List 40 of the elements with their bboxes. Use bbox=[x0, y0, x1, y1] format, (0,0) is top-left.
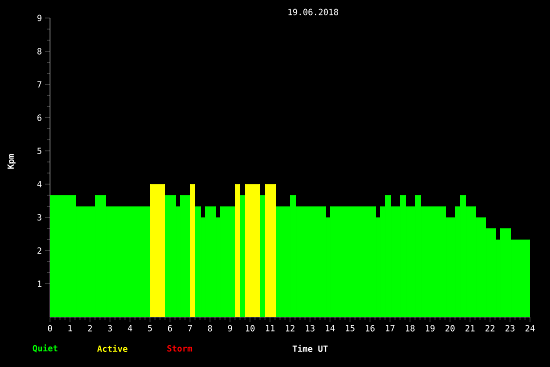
y-axis-title: Kpm bbox=[8, 154, 16, 169]
y-tick-label: 5 bbox=[37, 148, 42, 154]
x-tick-label: 5 bbox=[148, 325, 152, 332]
x-axis-title: Time UT bbox=[292, 344, 328, 352]
y-tick-label: 8 bbox=[37, 48, 42, 54]
x-tick-label: 6 bbox=[168, 325, 172, 332]
x-tick-label: 4 bbox=[128, 325, 132, 332]
x-tick-label: 3 bbox=[108, 325, 112, 332]
x-tick-label: 10 bbox=[246, 325, 255, 332]
x-tick-label: 9 bbox=[228, 325, 232, 332]
x-tick-label: 12 bbox=[286, 325, 294, 332]
x-tick-label: 8 bbox=[208, 325, 212, 332]
x-tick-label: 7 bbox=[188, 325, 192, 332]
x-tick-label: 1 bbox=[68, 325, 72, 332]
x-tick-label: 0 bbox=[48, 325, 52, 332]
text: Storm bbox=[167, 345, 192, 352]
text: Active bbox=[97, 344, 128, 352]
y-tick-label: 7 bbox=[37, 81, 42, 88]
x-tick-label: 15 bbox=[346, 325, 354, 332]
y-tick-label: 2 bbox=[37, 247, 42, 254]
x-tick-label: 23 bbox=[506, 325, 514, 332]
x-tick-label: 24 bbox=[526, 325, 535, 332]
y-tick-label: 1 bbox=[38, 280, 42, 287]
x-tick-label: 2 bbox=[88, 325, 92, 332]
x-tick-label: 16 bbox=[366, 325, 375, 332]
x-tick-label: 18 bbox=[406, 325, 415, 332]
chart-title: 19.06.2018 bbox=[288, 8, 338, 16]
x-tick-label: 13 bbox=[306, 325, 314, 332]
y-tick-label: 6 bbox=[37, 114, 42, 121]
text: Quiet bbox=[32, 344, 58, 352]
x-tick-label: 19 bbox=[426, 325, 435, 332]
x-tick-label: 17 bbox=[386, 325, 394, 332]
x-tick-label: 11 bbox=[266, 325, 275, 332]
x-tick-label: 20 bbox=[446, 325, 455, 332]
y-tick-label: 4 bbox=[37, 181, 42, 188]
x-tick-label: 22 bbox=[486, 325, 494, 332]
y-tick-label: 9 bbox=[37, 14, 42, 22]
y-tick-label: 3 bbox=[37, 214, 42, 221]
x-tick-label: 14 bbox=[326, 325, 335, 332]
x-tick-label: 21 bbox=[466, 325, 475, 332]
